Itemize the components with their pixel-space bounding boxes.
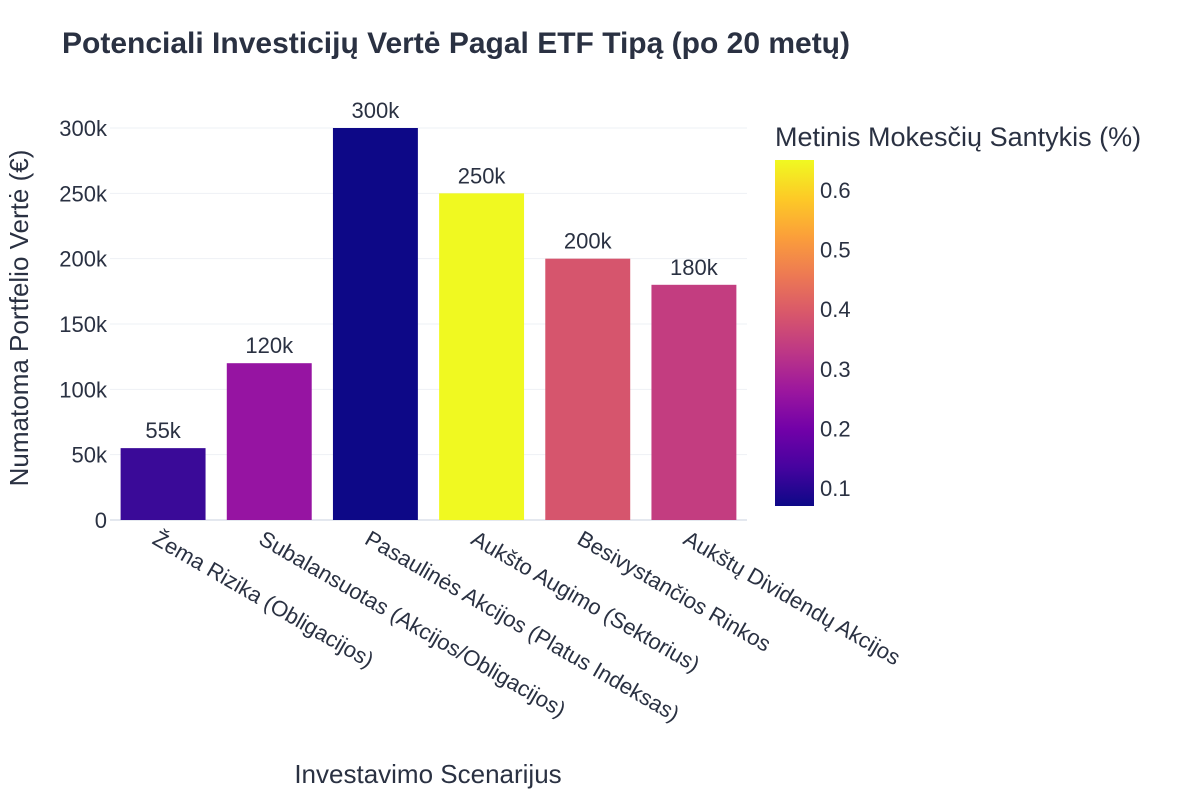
- y-tick-label: 250k: [59, 181, 108, 206]
- colorbar-gradient: [775, 160, 814, 506]
- y-axis-title: Numatoma Portfelio Vertė (€): [4, 150, 34, 487]
- bar: [332, 128, 418, 520]
- gridlines: [110, 127, 747, 521]
- colorbar-tick-label: 0.1: [820, 476, 851, 501]
- bar: [439, 193, 525, 521]
- y-tick-label: 0: [95, 508, 107, 533]
- bar: [120, 448, 206, 520]
- bar: [651, 284, 737, 520]
- x-axis-title: Investavimo Scenarijus: [294, 759, 561, 789]
- y-tick-label: 300k: [59, 116, 108, 141]
- y-tick-label: 100k: [59, 377, 108, 402]
- colorbar-tick-label: 0.2: [820, 416, 851, 441]
- y-tick-label: 200k: [59, 247, 108, 272]
- colorbar: Metinis Mokesčių Santykis (%) 0.10.20.30…: [775, 122, 1141, 506]
- y-tick-label: 50k: [72, 443, 108, 468]
- y-axis-ticks: 0 50k 100k 150k 200k 250k 300k: [59, 116, 108, 533]
- colorbar-tick-label: 0.5: [820, 237, 851, 262]
- colorbar-tick-label: 0.6: [820, 178, 851, 203]
- colorbar-ticks: 0.1 0.2 0.3 0.4 0.5 0.6: [820, 178, 851, 501]
- y-tick-label: 150k: [59, 312, 108, 337]
- bars: [120, 128, 737, 521]
- colorbar-title: Metinis Mokesčių Santykis (%): [775, 122, 1141, 152]
- x-tick-label: Aukštų Dividendų Akcijos: [679, 526, 904, 671]
- colorbar-tick-label: 0.3: [820, 357, 851, 382]
- bar: [226, 363, 312, 520]
- bar-value-label: 180k: [670, 255, 719, 280]
- x-axis-ticks: Žema Rizika (Obligacijos)Subalansuotas (…: [149, 526, 905, 727]
- bar-value-label: 55k: [145, 418, 181, 443]
- bar-value-label: 120k: [245, 333, 294, 358]
- bar-value-labels: 55k 120k 300k 250k 200k 180k: [145, 98, 718, 443]
- chart-title: Potenciali Investicijų Vertė Pagal ETF T…: [62, 27, 850, 60]
- colorbar-tick-label: 0.4: [820, 297, 851, 322]
- bar-value-label: 300k: [352, 98, 401, 123]
- bar-value-label: 250k: [458, 163, 507, 188]
- bar: [545, 258, 631, 520]
- bar-value-label: 200k: [564, 229, 613, 254]
